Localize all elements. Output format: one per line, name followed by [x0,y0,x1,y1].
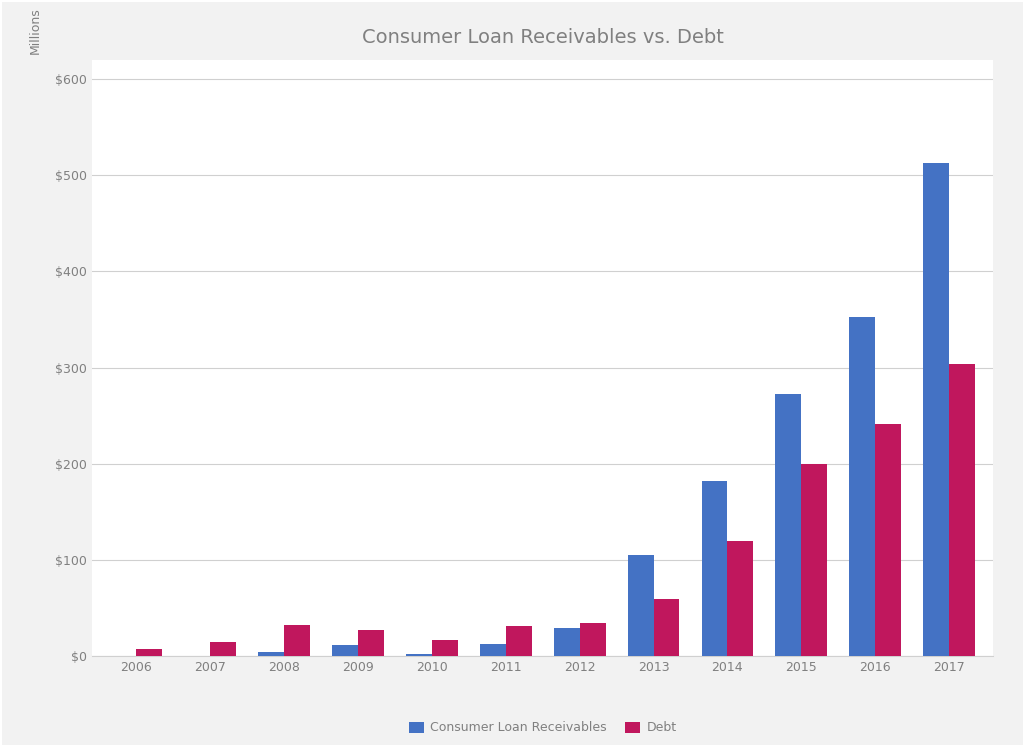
Bar [876,424,901,656]
Bar [849,317,876,656]
Legend: Consumer Loan Receivables, Debt: Consumer Loan Receivables, Debt [403,716,682,739]
Bar [949,364,975,656]
Bar [554,627,580,656]
Bar [580,623,605,656]
Bar [407,653,432,656]
Bar [136,649,163,656]
Text: Millions: Millions [29,7,42,54]
Bar [653,599,679,656]
Bar [727,541,754,656]
Title: Consumer Loan Receivables vs. Debt: Consumer Loan Receivables vs. Debt [361,28,724,47]
Bar [432,640,458,656]
Bar [358,630,384,656]
Bar [923,163,949,656]
Bar [775,394,801,656]
Bar [801,464,827,656]
Bar [285,624,310,656]
Bar [210,642,237,656]
Bar [628,556,653,656]
Bar [258,652,285,656]
Bar [480,644,506,656]
Bar [332,645,358,656]
Bar [701,481,727,656]
Bar [506,626,531,656]
